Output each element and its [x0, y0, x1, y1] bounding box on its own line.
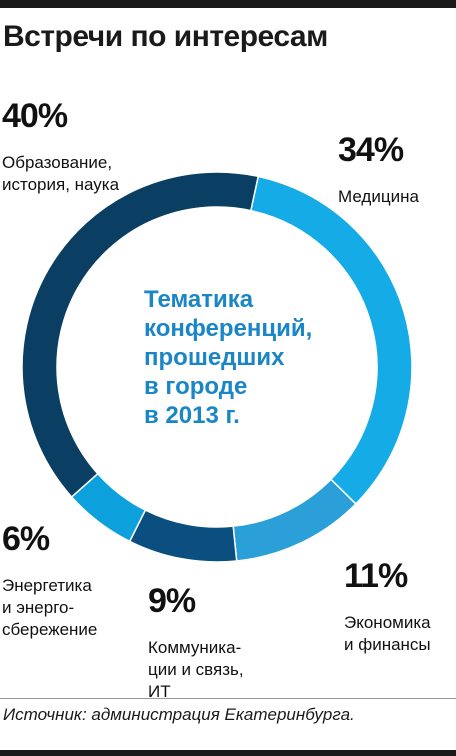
slice-education: [21, 171, 260, 499]
top-rule: [0, 0, 456, 8]
desc-medicine: Медицина: [338, 187, 419, 206]
chart-title: Встречи по интересам: [3, 20, 328, 53]
label-energy: 6% Энергетика и энерго- сбережение: [2, 503, 97, 659]
desc-communications: Коммуника- ции и связь, ИТ: [148, 638, 244, 701]
desc-education: Образование, история, наука: [2, 153, 120, 194]
label-economics: 11% Экономика и финансы: [344, 540, 431, 674]
desc-energy: Энергетика и энерго- сбережение: [2, 576, 98, 639]
label-communications: 9% Коммуника- ции и связь, ИТ: [148, 565, 244, 721]
desc-economics: Экономика и финансы: [344, 613, 431, 654]
pct-economics: 11%: [344, 557, 408, 595]
label-education: 40% Образование, история, наука: [2, 80, 119, 214]
label-medicine: 34% Медицина: [338, 114, 419, 226]
pct-communications: 9%: [148, 582, 196, 620]
bottom-rule: [0, 698, 456, 699]
bottom-bar: [0, 750, 456, 756]
pct-medicine: 34%: [338, 131, 404, 169]
source-note: Источник: администрация Екатеринбурга.: [3, 705, 355, 724]
pct-energy: 6%: [2, 520, 50, 558]
slice-communications: [128, 509, 238, 563]
center-label: Тематика конференций, прошедших в городе…: [144, 286, 313, 429]
pct-education: 40%: [2, 97, 68, 135]
slice-economics: [232, 478, 357, 562]
